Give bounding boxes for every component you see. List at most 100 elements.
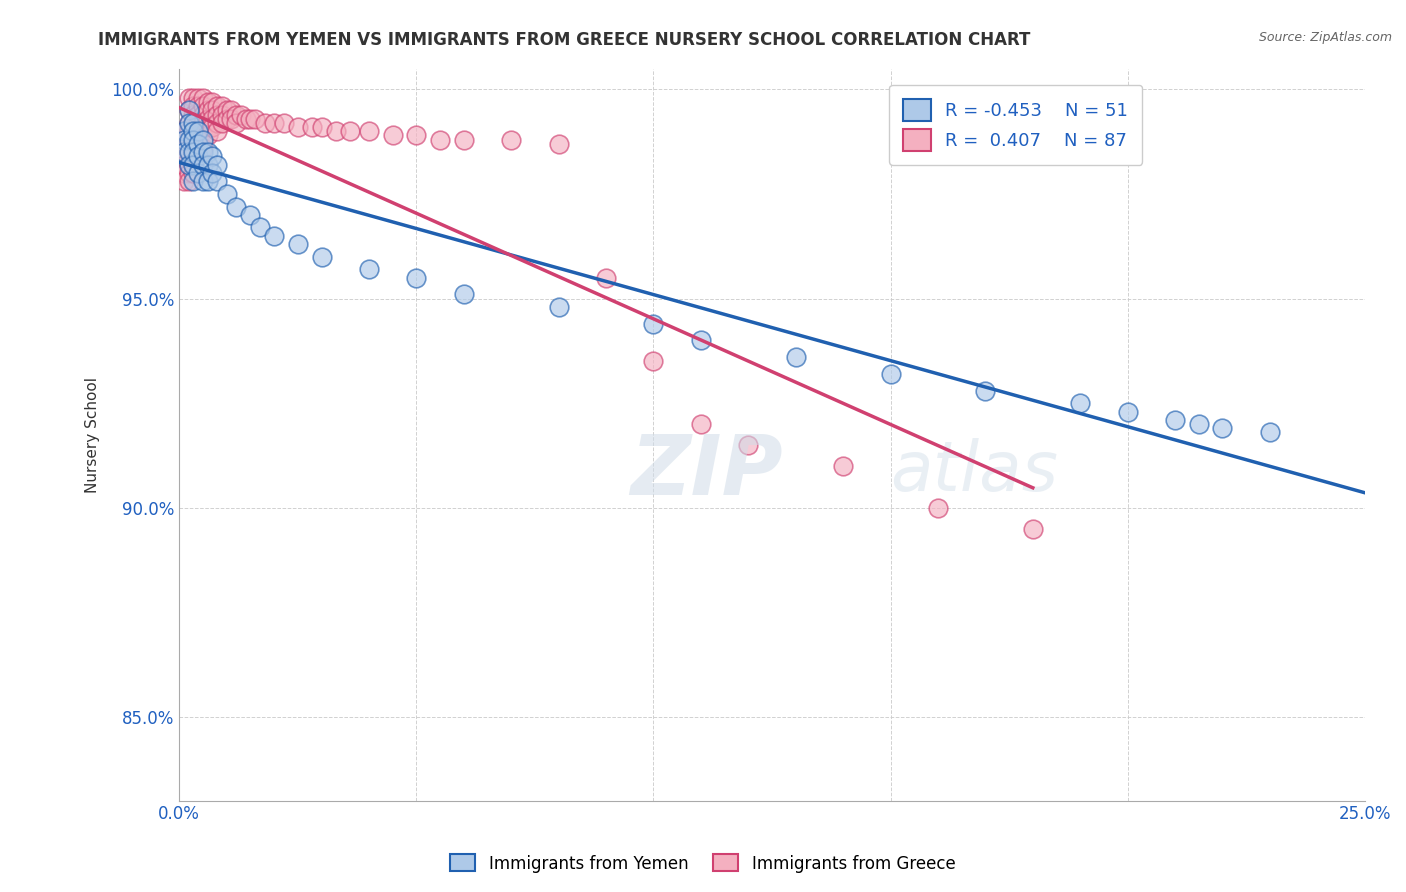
Point — [187, 166, 209, 180]
Text: atlas: atlas — [890, 438, 1059, 505]
Point — [177, 174, 200, 188]
Point — [229, 107, 252, 121]
Point — [187, 133, 209, 147]
Point — [177, 145, 200, 160]
Point — [177, 158, 200, 172]
Point — [339, 124, 361, 138]
Point — [173, 174, 195, 188]
Point — [197, 128, 219, 143]
Point — [263, 228, 285, 243]
Point — [263, 116, 285, 130]
Point — [1188, 417, 1211, 431]
Point — [183, 141, 205, 155]
Point — [191, 91, 214, 105]
Point — [177, 145, 200, 160]
Point — [547, 300, 569, 314]
Point — [177, 133, 200, 147]
Point — [187, 141, 209, 155]
Point — [183, 149, 205, 163]
Y-axis label: Nursery School: Nursery School — [86, 376, 100, 492]
Point — [785, 350, 807, 364]
Legend: Immigrants from Yemen, Immigrants from Greece: Immigrants from Yemen, Immigrants from G… — [444, 847, 962, 880]
Point — [197, 145, 219, 160]
Point — [183, 124, 205, 138]
Point — [183, 99, 205, 113]
Point — [197, 120, 219, 134]
Point — [225, 200, 247, 214]
Point — [183, 133, 205, 147]
Point — [177, 103, 200, 118]
Point — [1022, 522, 1045, 536]
Point — [221, 112, 243, 126]
Point — [225, 107, 247, 121]
Point — [173, 124, 195, 138]
Point — [1258, 425, 1281, 440]
Point — [187, 116, 209, 130]
Point — [453, 287, 475, 301]
Point — [191, 145, 214, 160]
Point — [301, 120, 323, 134]
Point — [191, 99, 214, 113]
Point — [211, 107, 233, 121]
Point — [201, 149, 224, 163]
Point — [191, 174, 214, 188]
Point — [183, 166, 205, 180]
Point — [191, 116, 214, 130]
Point — [273, 116, 295, 130]
Point — [177, 166, 200, 180]
Point — [187, 124, 209, 138]
Point — [187, 91, 209, 105]
Point — [311, 250, 333, 264]
Point — [547, 136, 569, 151]
Point — [879, 367, 901, 381]
Text: ZIP: ZIP — [630, 431, 782, 512]
Point — [429, 133, 451, 147]
Point — [177, 116, 200, 130]
Point — [205, 174, 228, 188]
Point — [173, 166, 195, 180]
Point — [173, 145, 195, 160]
Point — [357, 124, 380, 138]
Point — [689, 334, 711, 348]
Point — [191, 158, 214, 172]
Point — [183, 124, 205, 138]
Point — [205, 99, 228, 113]
Point — [177, 103, 200, 118]
Point — [239, 112, 262, 126]
Point — [215, 112, 238, 126]
Point — [183, 91, 205, 105]
Point — [221, 103, 243, 118]
Point — [243, 112, 266, 126]
Point — [1116, 404, 1139, 418]
Point — [173, 133, 195, 147]
Point — [173, 158, 195, 172]
Point — [191, 133, 214, 147]
Point — [183, 116, 205, 130]
Point — [201, 103, 224, 118]
Point — [974, 384, 997, 398]
Legend: R = -0.453    N = 51, R =  0.407    N = 87: R = -0.453 N = 51, R = 0.407 N = 87 — [889, 85, 1142, 165]
Point — [197, 103, 219, 118]
Point — [173, 133, 195, 147]
Point — [187, 149, 209, 163]
Point — [249, 220, 271, 235]
Point — [225, 116, 247, 130]
Point — [177, 158, 200, 172]
Point — [177, 116, 200, 130]
Point — [197, 174, 219, 188]
Point — [1211, 421, 1233, 435]
Point — [183, 158, 205, 172]
Point — [173, 145, 195, 160]
Point — [381, 128, 404, 143]
Point — [643, 317, 665, 331]
Point — [173, 124, 195, 138]
Point — [453, 133, 475, 147]
Point — [187, 124, 209, 138]
Point — [1069, 396, 1091, 410]
Point — [832, 458, 855, 473]
Point — [191, 107, 214, 121]
Point — [177, 124, 200, 138]
Point — [187, 99, 209, 113]
Point — [187, 107, 209, 121]
Point — [595, 270, 617, 285]
